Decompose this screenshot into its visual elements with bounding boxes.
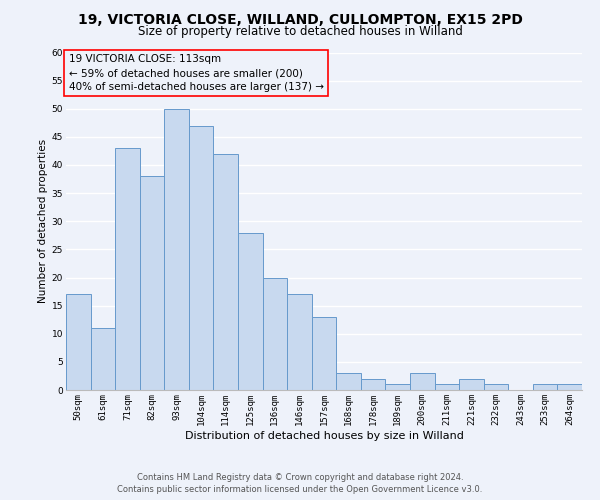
Bar [336, 373, 361, 390]
Bar [164, 109, 189, 390]
Bar [533, 384, 557, 390]
X-axis label: Distribution of detached houses by size in Willand: Distribution of detached houses by size … [185, 430, 463, 440]
Text: Contains HM Land Registry data © Crown copyright and database right 2024.
Contai: Contains HM Land Registry data © Crown c… [118, 472, 482, 494]
Bar [434, 384, 459, 390]
Bar [140, 176, 164, 390]
Bar [238, 232, 263, 390]
Bar [361, 379, 385, 390]
Bar [557, 384, 582, 390]
Text: 19, VICTORIA CLOSE, WILLAND, CULLOMPTON, EX15 2PD: 19, VICTORIA CLOSE, WILLAND, CULLOMPTON,… [77, 12, 523, 26]
Bar [66, 294, 91, 390]
Bar [115, 148, 140, 390]
Bar [189, 126, 214, 390]
Bar [287, 294, 312, 390]
Y-axis label: Number of detached properties: Number of detached properties [38, 139, 47, 304]
Bar [385, 384, 410, 390]
Text: 19 VICTORIA CLOSE: 113sqm
← 59% of detached houses are smaller (200)
40% of semi: 19 VICTORIA CLOSE: 113sqm ← 59% of detac… [68, 54, 323, 92]
Bar [410, 373, 434, 390]
Bar [91, 328, 115, 390]
Bar [459, 379, 484, 390]
Bar [214, 154, 238, 390]
Bar [484, 384, 508, 390]
Bar [312, 317, 336, 390]
Bar [263, 278, 287, 390]
Text: Size of property relative to detached houses in Willand: Size of property relative to detached ho… [137, 25, 463, 38]
